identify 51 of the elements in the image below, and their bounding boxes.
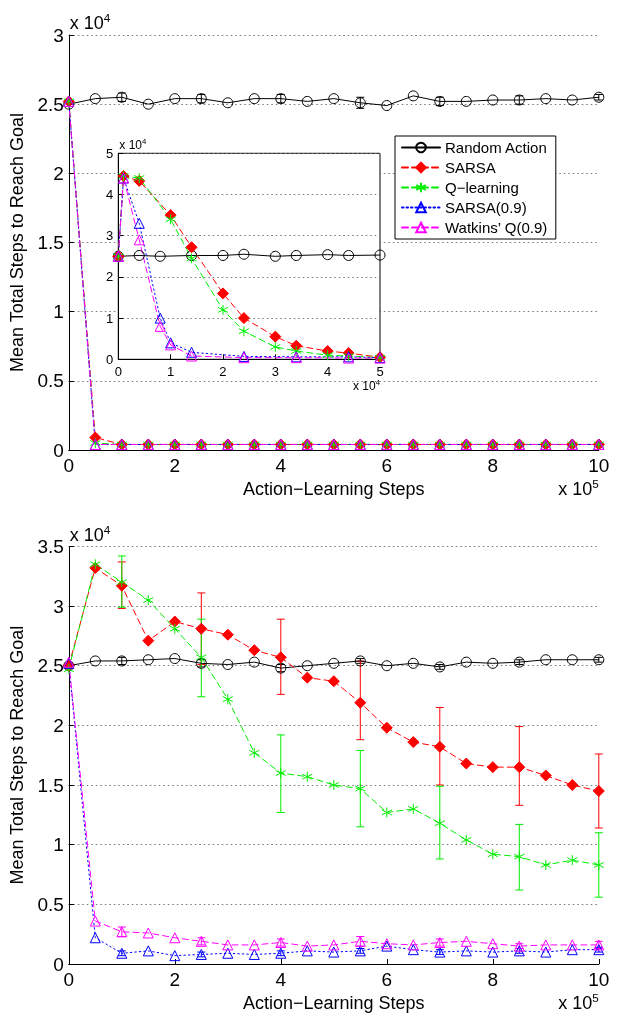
y-axis-title: Mean Total Steps to Reach Goal <box>7 113 28 372</box>
y-tick-label: 0 <box>106 351 114 367</box>
x-tick-label: 5 <box>376 364 384 380</box>
y-axis-title: Mean Total Steps to Reach Goal <box>7 625 28 885</box>
annotation: x 10$^{4}$ <box>352 378 380 394</box>
y-tick-label: 0 <box>53 953 64 975</box>
y-tick-label: 1 <box>106 310 114 326</box>
legend-label: SARSA <box>445 159 496 176</box>
text: x 10$^{4}$ <box>69 522 111 546</box>
x-axis-title: Action−Learning Steps <box>242 479 425 499</box>
x-axis-title: Action−Learning Steps <box>242 993 425 1013</box>
x-tick-label: 2 <box>169 455 181 476</box>
legend-label: SARSA(0.9) <box>445 199 527 216</box>
annotation: x 10$^{4}$ <box>119 137 147 153</box>
y-tick-label: 5 <box>106 145 114 161</box>
text: x 10$^{5}$ <box>558 477 599 500</box>
y-tick-label: 1 <box>53 834 64 856</box>
y-tick-label: 3 <box>53 595 64 617</box>
x-tick-label: 2 <box>219 364 227 380</box>
legend-label: Random Action <box>445 139 547 156</box>
y-tick-label: 2 <box>106 269 114 285</box>
y-tick-label: 2.5 <box>37 655 64 677</box>
x-tick-label: 4 <box>275 969 287 990</box>
x-tick-label: 6 <box>381 969 393 990</box>
y-tick-label: 1.5 <box>37 774 64 796</box>
y-tick-label: 1 <box>53 301 64 323</box>
legend-label: Q−learning <box>445 179 519 196</box>
x-tick-label: 10 <box>588 455 610 476</box>
x-tick-label: 3 <box>271 364 279 380</box>
x-tick-label: 4 <box>275 455 287 476</box>
x-tick-label: 8 <box>487 969 499 990</box>
y-tick-label: 0.5 <box>37 893 64 915</box>
y-tick-label: 3.5 <box>37 535 64 557</box>
y-tick-label: 2 <box>53 162 64 184</box>
x-tick-label: 2 <box>169 969 181 990</box>
y-tick-label: 0 <box>53 439 64 461</box>
x-tick-label: 1 <box>167 364 175 380</box>
y-tick-label: 3 <box>106 228 114 244</box>
x-tick-label: 6 <box>381 455 393 476</box>
text: x 10$^{4}$ <box>69 11 111 34</box>
y-tick-label: 4 <box>106 187 114 202</box>
text: x 10$^{5}$ <box>558 991 599 1014</box>
x-tick-label: 4 <box>324 364 332 380</box>
y-tick-label: 3 <box>53 24 64 46</box>
x-tick-label: 8 <box>487 455 499 476</box>
x-tick-label: 10 <box>588 969 610 990</box>
y-tick-label: 1.5 <box>37 232 64 253</box>
legend-label: Watkins’ Q(0.9) <box>445 219 548 236</box>
y-tick-label: 0.5 <box>37 370 64 392</box>
y-tick-label: 2.5 <box>37 93 64 115</box>
y-tick-label: 2 <box>53 714 64 736</box>
